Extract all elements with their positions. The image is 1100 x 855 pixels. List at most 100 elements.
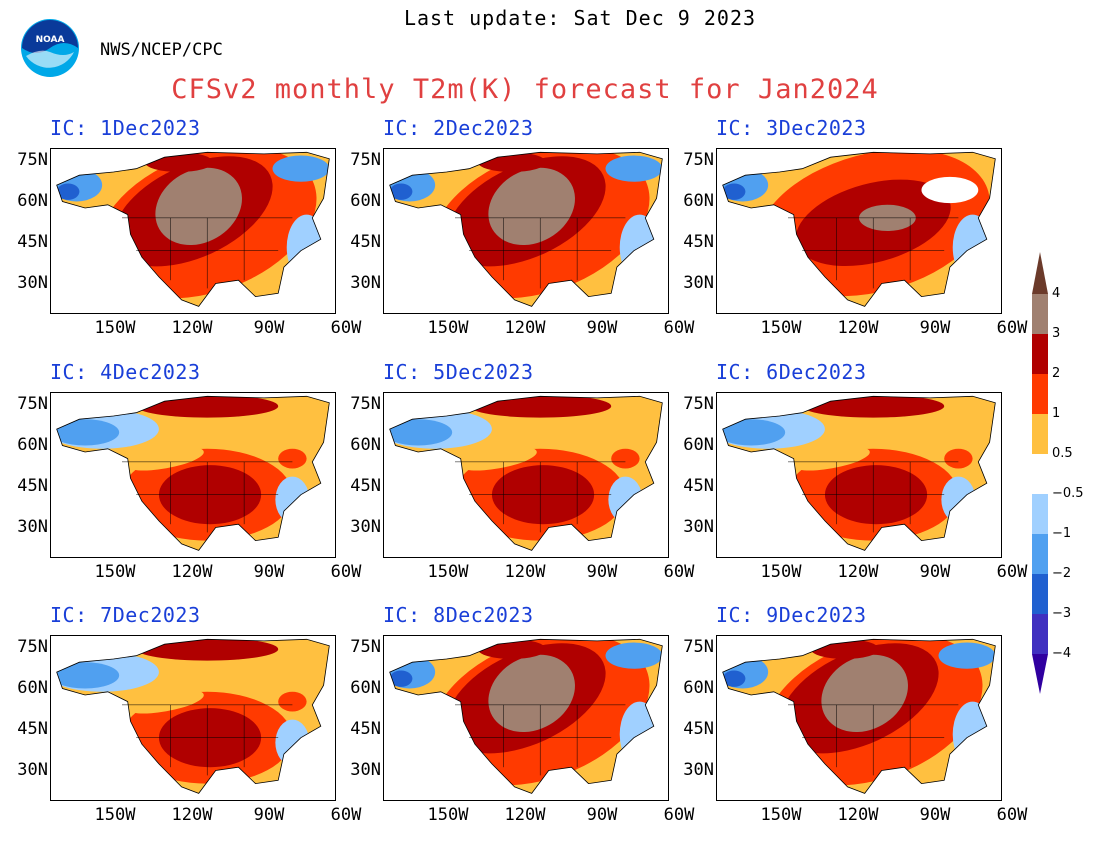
map-svg: [389, 151, 663, 307]
logo-text: NOAA: [36, 35, 65, 45]
panel-title: IC: 6Dec2023: [716, 360, 867, 384]
forecast-map: [716, 635, 1002, 801]
lon-label: 120W: [171, 562, 213, 582]
forecast-panel: IC: 6Dec2023 75N 60N 45N 30N 150W 120W 90W 60W: [683, 360, 1027, 612]
panel-title: IC: 2Dec2023: [383, 116, 534, 140]
lat-label: 75N: [17, 637, 48, 657]
panel-title: IC: 9Dec2023: [716, 603, 867, 627]
lon-label: 150W: [94, 318, 136, 338]
lat-label: 75N: [350, 394, 381, 414]
forecast-map: [383, 635, 669, 801]
lat-label: 75N: [350, 637, 381, 657]
forecast-panel: IC: 4Dec2023 75N 60N 45N 30N 150W 120W 90W 60W: [17, 360, 361, 612]
colorbar-segment: [1032, 614, 1048, 654]
map-svg: [389, 395, 663, 551]
colorbar: 4 3 2 1 0.5 −0.5 −1 −2 −3 −4: [1030, 252, 1090, 702]
forecast-panel: IC: 8Dec2023 75N 60N 45N 30N 150W 120W 90W 60W: [350, 603, 694, 855]
colorbar-label: 1: [1052, 406, 1061, 421]
forecast-map: [383, 148, 669, 314]
colorbar-label: −1: [1052, 526, 1072, 541]
panel-title: IC: 4Dec2023: [50, 360, 201, 384]
lat-label: 30N: [17, 517, 48, 537]
lon-label: 150W: [760, 318, 802, 338]
forecast-panel: IC: 9Dec2023 75N 60N 45N 30N 150W 120W 90W 60W: [683, 603, 1027, 855]
lon-label: 60W: [663, 318, 695, 338]
lat-label: 45N: [350, 476, 381, 496]
map-svg: [56, 638, 330, 794]
colorbar-label: 3: [1052, 326, 1061, 341]
forecast-map: [50, 148, 336, 314]
panel-title: IC: 7Dec2023: [50, 603, 201, 627]
lat-label: 75N: [17, 394, 48, 414]
colorbar-bottom-arrow: [1032, 654, 1048, 694]
lat-label: 60N: [683, 678, 714, 698]
lon-label: 90W: [919, 562, 951, 582]
lat-label: 75N: [683, 150, 714, 170]
lon-label: 60W: [996, 318, 1028, 338]
colorbar-segment: [1032, 374, 1048, 414]
panel-title: IC: 3Dec2023: [716, 116, 867, 140]
lat-label: 30N: [350, 760, 381, 780]
lat-label: 45N: [350, 232, 381, 252]
lon-label: 90W: [586, 318, 618, 338]
lat-label: 60N: [683, 191, 714, 211]
lon-label: 90W: [253, 318, 285, 338]
forecast-panel: IC: 5Dec2023 75N 60N 45N 30N 150W 120W 90W 60W: [350, 360, 694, 612]
lat-label: 45N: [683, 719, 714, 739]
forecast-panel: IC: 3Dec2023 75N 60N 45N 30N 150W 120W 90W 60W: [683, 116, 1027, 368]
lat-label: 75N: [683, 394, 714, 414]
colorbar-label: −3: [1052, 606, 1072, 621]
lon-label: 120W: [504, 805, 546, 825]
last-update: Last update: Sat Dec 9 2023: [403, 6, 757, 30]
lon-label: 90W: [919, 805, 951, 825]
forecast-map: [716, 148, 1002, 314]
lat-label: 60N: [683, 435, 714, 455]
coastline: [56, 151, 330, 307]
lon-label: 120W: [837, 805, 879, 825]
lon-label: 120W: [837, 318, 879, 338]
lon-label: 90W: [919, 318, 951, 338]
coastline: [722, 638, 996, 794]
lon-label: 150W: [94, 805, 136, 825]
forecast-panel: IC: 7Dec2023 75N 60N 45N 30N 150W 120W 90W 60W: [17, 603, 361, 855]
lat-label: 30N: [350, 517, 381, 537]
coastline: [722, 395, 996, 551]
lat-label: 30N: [683, 517, 714, 537]
forecast-panel: IC: 1Dec2023 75N 60N 45N 30N 150W 120W 90W 60W: [17, 116, 361, 368]
panel-title: IC: 5Dec2023: [383, 360, 534, 384]
lon-label: 90W: [586, 805, 618, 825]
lon-label: 150W: [427, 318, 469, 338]
coastline: [56, 638, 330, 794]
map-svg: [389, 638, 663, 794]
lon-label: 150W: [760, 562, 802, 582]
lat-label: 45N: [350, 719, 381, 739]
lon-label: 60W: [996, 562, 1028, 582]
coastline: [389, 638, 663, 794]
coastline: [722, 151, 996, 307]
page-title: CFSv2 monthly T2m(K) forecast for Jan202…: [171, 74, 879, 105]
colorbar-label: −4: [1052, 646, 1072, 661]
lon-label: 60W: [330, 805, 362, 825]
colorbar-segment: [1032, 414, 1048, 454]
forecast-map: [50, 392, 336, 558]
colorbar-segment: [1032, 454, 1048, 494]
lon-label: 120W: [171, 805, 213, 825]
lat-label: 60N: [17, 435, 48, 455]
colorbar-label: 0.5: [1052, 446, 1073, 461]
lat-label: 30N: [17, 273, 48, 293]
lat-label: 75N: [17, 150, 48, 170]
lat-label: 60N: [350, 678, 381, 698]
lon-label: 120W: [504, 562, 546, 582]
panel-title: IC: 8Dec2023: [383, 603, 534, 627]
lon-label: 120W: [171, 318, 213, 338]
lat-label: 45N: [683, 232, 714, 252]
lon-label: 60W: [996, 805, 1028, 825]
lat-label: 30N: [17, 760, 48, 780]
map-svg: [56, 151, 330, 307]
coastline: [56, 395, 330, 551]
lat-label: 60N: [350, 191, 381, 211]
lon-label: 150W: [94, 562, 136, 582]
colorbar-label: 4: [1052, 286, 1061, 301]
lon-label: 150W: [427, 805, 469, 825]
lon-label: 60W: [663, 805, 695, 825]
